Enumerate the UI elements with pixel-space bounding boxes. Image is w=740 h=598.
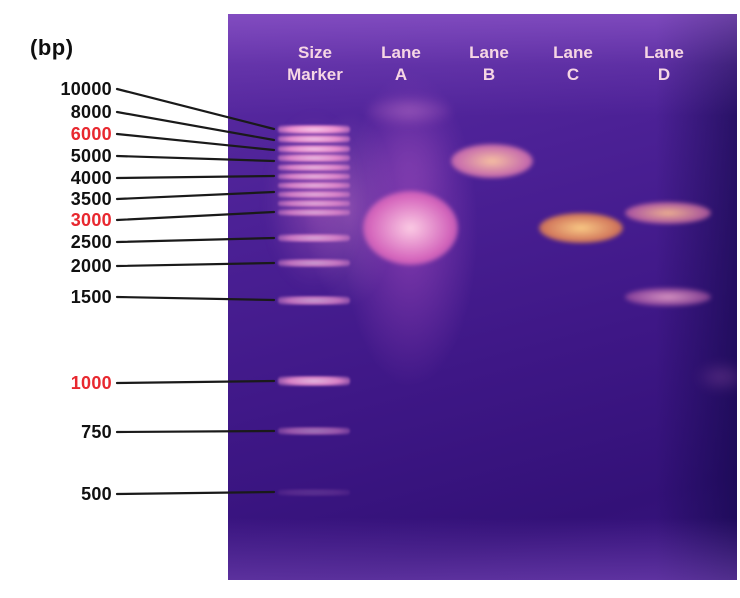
lane-d-band-upper bbox=[625, 202, 711, 224]
size-label-2500: 2500 bbox=[70, 232, 112, 252]
lane-d-band-lower bbox=[625, 288, 711, 306]
ladder-band bbox=[278, 199, 350, 207]
header-line: D bbox=[657, 65, 671, 84]
ladder-band bbox=[278, 427, 350, 435]
ladder-band bbox=[278, 135, 350, 143]
ladder-band bbox=[278, 163, 350, 171]
header-lane-a: Lane A bbox=[355, 42, 447, 86]
ladder-band bbox=[278, 172, 350, 180]
lane-a-upper-band bbox=[367, 97, 451, 125]
bp-unit-label: (bp) bbox=[30, 35, 74, 60]
header-line: A bbox=[394, 65, 408, 84]
size-label-4000: 4000 bbox=[70, 168, 112, 188]
ladder-band bbox=[278, 488, 350, 496]
ladder-band bbox=[278, 376, 350, 386]
ladder-band bbox=[278, 208, 350, 216]
lane-b-band bbox=[451, 144, 533, 178]
lane-a-main-band bbox=[362, 191, 458, 265]
ladder-band bbox=[278, 259, 350, 267]
ladder-band bbox=[278, 145, 350, 153]
ladder-band bbox=[278, 234, 350, 242]
header-size-marker: Size Marker bbox=[269, 42, 361, 86]
header-line: C bbox=[566, 65, 580, 84]
ladder-band bbox=[278, 295, 350, 305]
ladder-band bbox=[278, 154, 350, 162]
size-label-5000: 5000 bbox=[70, 146, 112, 166]
band-layer bbox=[228, 14, 737, 580]
header-line: Lane bbox=[381, 43, 421, 62]
header-line: Lane bbox=[644, 43, 684, 62]
ladder-band bbox=[278, 124, 350, 134]
ladder-band bbox=[278, 190, 350, 198]
header-lane-d: Lane D bbox=[618, 42, 710, 86]
size-label-1500: 1500 bbox=[70, 287, 112, 307]
header-line: Lane bbox=[553, 43, 593, 62]
gel-image: Size Marker Lane A Lane B Lane C Lane D bbox=[228, 14, 737, 580]
header-lane-c: Lane C bbox=[527, 42, 619, 86]
size-marker-label-column: 10000 8000 6000 5000 4000 3500 3000 2500 2000 150… bbox=[0, 0, 112, 598]
lane-d-edge-smudge bbox=[698, 364, 737, 390]
ladder-band bbox=[278, 181, 350, 189]
size-label-10000: 10000 bbox=[60, 79, 112, 99]
size-label-8000: 8000 bbox=[70, 102, 112, 122]
size-label-6000: 6000 bbox=[70, 124, 112, 144]
header-line: Size bbox=[297, 43, 333, 62]
header-line: Marker bbox=[287, 65, 343, 84]
size-label-500: 500 bbox=[81, 484, 112, 504]
size-label-3000: 3000 bbox=[70, 210, 112, 230]
size-label-1000: 1000 bbox=[70, 373, 112, 393]
header-line: B bbox=[482, 65, 496, 84]
size-label-3500: 3500 bbox=[70, 189, 112, 209]
header-lane-b: Lane B bbox=[443, 42, 535, 86]
header-line: Lane bbox=[469, 43, 509, 62]
size-label-750: 750 bbox=[81, 422, 112, 442]
lane-c-band bbox=[539, 213, 623, 243]
size-label-2000: 2000 bbox=[70, 256, 112, 276]
